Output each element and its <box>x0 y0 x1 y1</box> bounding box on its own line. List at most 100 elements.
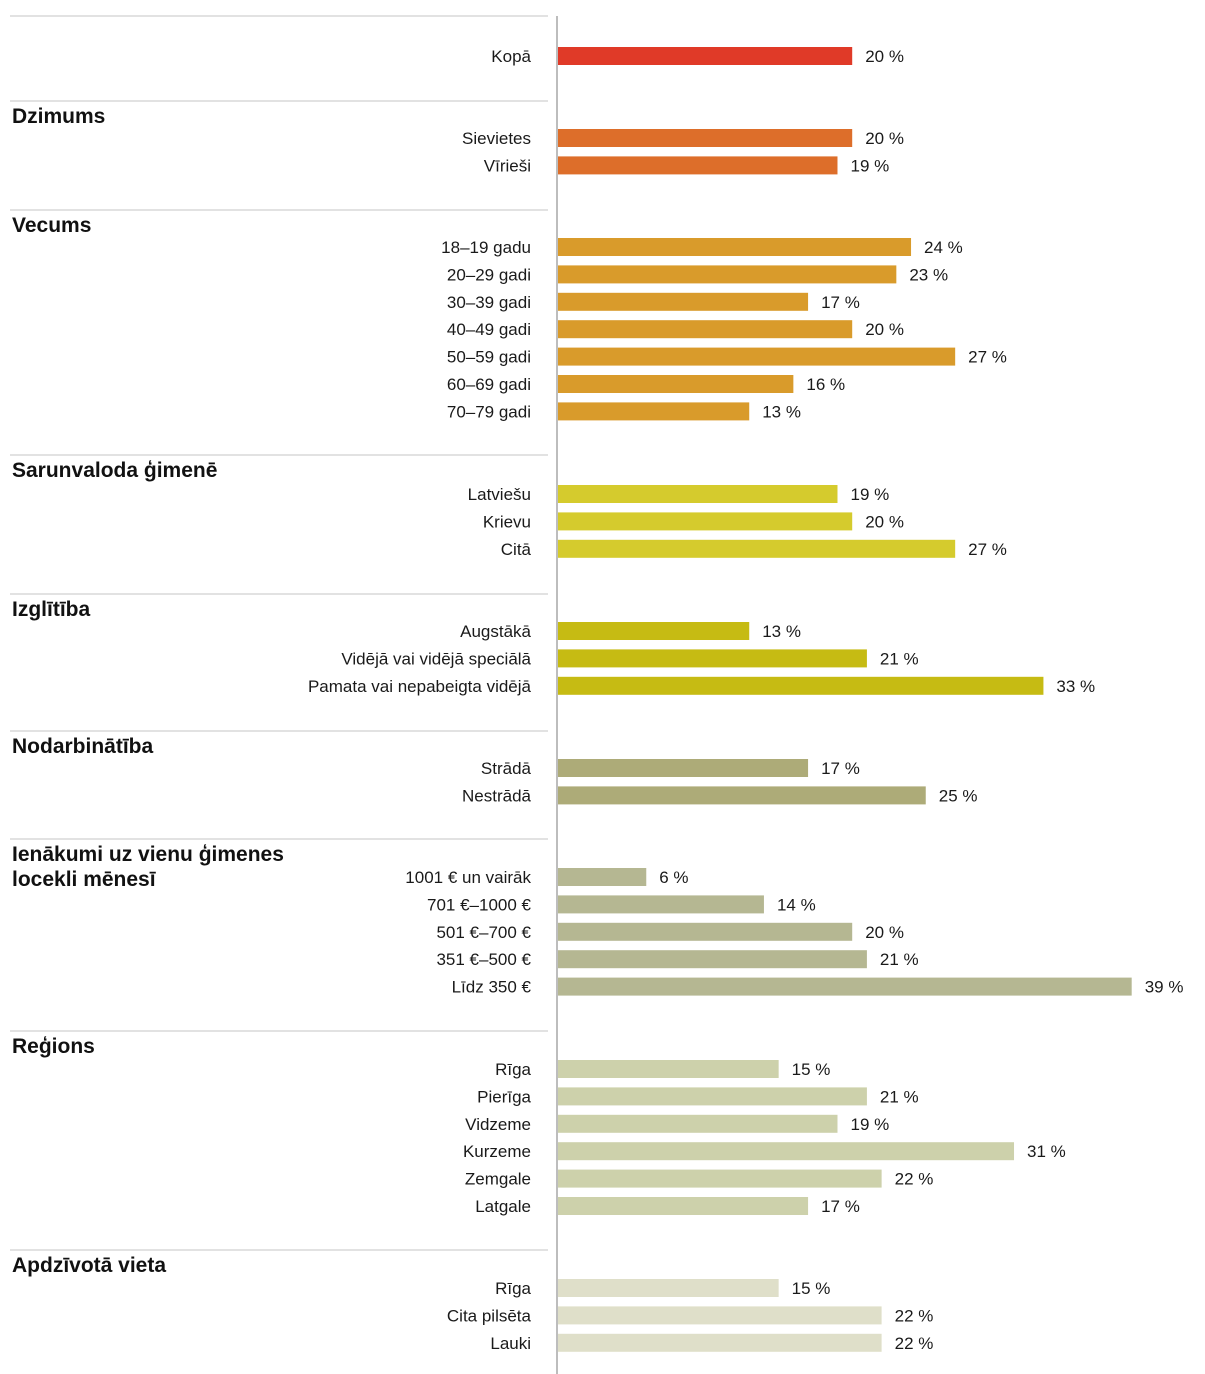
bar <box>558 895 764 914</box>
category-label: Līdz 350 € <box>452 978 532 997</box>
category-label: Pierīga <box>477 1087 531 1106</box>
category-label: Strādā <box>481 759 532 778</box>
group-title: Ienākumi uz vienu ģimenes <box>12 843 284 866</box>
bar <box>558 47 853 65</box>
value-label: 15 % <box>792 1279 831 1298</box>
value-label: 21 % <box>880 1087 919 1106</box>
category-label: Latgale <box>475 1197 531 1216</box>
category-label: Vīrieši <box>484 156 531 175</box>
category-label: Kopā <box>491 47 531 66</box>
category-label: Nestrādā <box>462 786 532 805</box>
category-label: 18–19 gadu <box>441 238 531 257</box>
category-label: Cita pilsēta <box>447 1306 532 1325</box>
value-label: 16 % <box>806 375 845 394</box>
group-5: Nodarbinātība Strādā 17 % Nestrādā 25 % <box>12 735 978 805</box>
value-label: 33 % <box>1056 677 1095 696</box>
bar <box>558 1169 882 1188</box>
value-label: 20 % <box>865 923 904 942</box>
value-label: 21 % <box>880 950 919 969</box>
value-label: 19 % <box>850 156 889 175</box>
value-label: 27 % <box>968 348 1007 367</box>
bar <box>558 129 853 147</box>
value-label: 21 % <box>880 649 919 668</box>
value-label: 13 % <box>762 402 801 421</box>
bar <box>558 950 867 969</box>
bar <box>558 1142 1015 1161</box>
bar <box>558 1279 779 1297</box>
bar <box>558 1087 867 1106</box>
value-label: 13 % <box>762 622 801 641</box>
category-label: 501 €–700 € <box>436 923 531 942</box>
category-label: Augstākā <box>460 622 531 641</box>
group-title: Izglītība <box>12 598 90 621</box>
bar <box>558 292 809 311</box>
value-label: 17 % <box>821 293 860 312</box>
bar <box>558 868 647 886</box>
category-label: 70–79 gadi <box>447 402 531 421</box>
category-label: Rīga <box>495 1060 531 1079</box>
category-label: Rīga <box>495 1279 531 1298</box>
bar <box>558 485 838 503</box>
bar <box>558 759 809 777</box>
bar <box>558 1197 809 1215</box>
bar <box>558 622 750 640</box>
group-1: Dzimums Sievietes 20 % Vīrieši 19 % <box>12 105 904 175</box>
group-title: Vecums <box>12 214 91 237</box>
value-label: 19 % <box>850 485 889 504</box>
bar <box>558 649 867 668</box>
value-label: 20 % <box>865 129 904 148</box>
category-label: Krievu <box>483 512 531 531</box>
group-0: Kopā 20 % <box>491 47 904 66</box>
group-separators <box>10 15 548 1251</box>
category-label: Pamata vai nepabeigta vidējā <box>308 677 532 696</box>
category-label: 30–39 gadi <box>447 293 531 312</box>
bar <box>558 786 926 805</box>
bar <box>558 320 853 339</box>
category-label: 1001 € un vairāk <box>405 868 531 887</box>
category-label: Vidzeme <box>465 1115 531 1134</box>
bar <box>558 375 794 393</box>
group-title: Apdzīvotā vieta <box>12 1254 166 1277</box>
category-label: 40–49 gadi <box>447 320 531 339</box>
bar <box>558 238 912 256</box>
category-label: 701 €–1000 € <box>427 895 532 914</box>
bar <box>558 1114 838 1133</box>
bar <box>558 347 956 366</box>
category-label: Latviešu <box>468 485 531 504</box>
category-label: 351 €–500 € <box>436 950 531 969</box>
value-label: 17 % <box>821 759 860 778</box>
group-4: Izglītība Augstākā 13 % Vidējā vai vidējā s… <box>12 598 1095 696</box>
group-title: Sarunvaloda ģimenē <box>12 459 217 482</box>
group-title-line2: locekli mēnesī <box>12 868 157 891</box>
bar <box>558 1060 779 1078</box>
value-label: 20 % <box>865 320 904 339</box>
bar <box>558 977 1132 996</box>
bar <box>558 1333 882 1352</box>
group-2: Vecums 18–19 gadu 24 % 20–29 gadi 23 % 30–39 … <box>12 214 1007 421</box>
value-label: 19 % <box>850 1115 889 1134</box>
category-label: Kurzeme <box>463 1142 531 1161</box>
category-label: Sievietes <box>462 129 531 148</box>
value-label: 39 % <box>1145 978 1184 997</box>
group-title: Dzimums <box>12 105 105 128</box>
value-label: 22 % <box>895 1170 934 1189</box>
value-label: 27 % <box>968 540 1007 559</box>
value-label: 15 % <box>792 1060 831 1079</box>
bar <box>558 156 838 175</box>
value-label: 6 % <box>659 868 688 887</box>
category-label: 20–29 gadi <box>447 265 531 284</box>
value-label: 23 % <box>909 265 948 284</box>
group-title: Reģions <box>12 1035 95 1058</box>
bar <box>558 265 897 284</box>
bar <box>558 922 853 941</box>
category-label: Citā <box>501 540 532 559</box>
group-title: Nodarbinātība <box>12 735 153 758</box>
value-label: 25 % <box>939 786 978 805</box>
bar <box>558 402 750 421</box>
value-label: 22 % <box>895 1334 934 1353</box>
chart-groups: Kopā 20 % Dzimums Sievietes 20 % Vīrieši 19 % V… <box>12 47 1183 1353</box>
bar <box>558 512 853 531</box>
category-label: Zemgale <box>465 1170 531 1189</box>
